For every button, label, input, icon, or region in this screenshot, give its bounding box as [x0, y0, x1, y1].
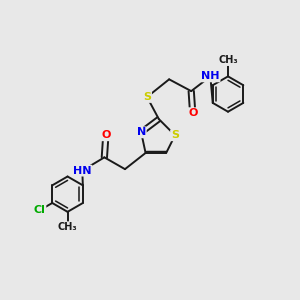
Text: O: O [188, 108, 197, 118]
Text: S: S [143, 92, 151, 102]
Text: NH: NH [201, 71, 220, 81]
Text: Cl: Cl [34, 206, 45, 215]
Text: CH₃: CH₃ [218, 55, 238, 65]
Text: HN: HN [73, 166, 92, 176]
Text: S: S [171, 130, 179, 140]
Text: O: O [101, 130, 110, 140]
Text: N: N [136, 127, 146, 137]
Text: CH₃: CH₃ [58, 222, 77, 232]
